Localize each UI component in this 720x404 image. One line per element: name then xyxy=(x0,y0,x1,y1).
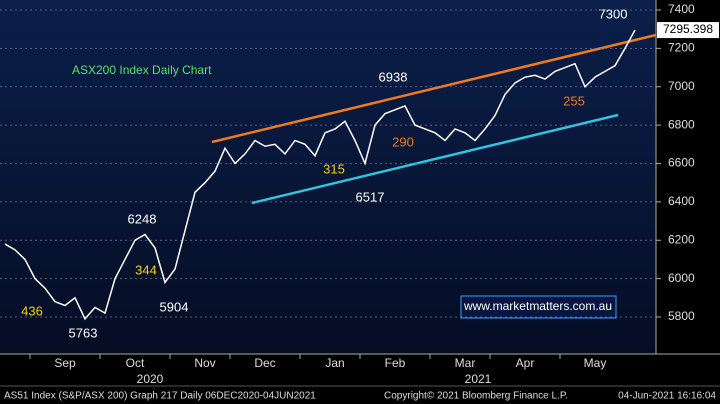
x-tick-label: Jan xyxy=(325,356,344,370)
annotation: 290 xyxy=(392,134,414,149)
y-axis-area xyxy=(656,0,720,354)
upper-trendline xyxy=(211,33,657,144)
x-tick-label: Feb xyxy=(385,356,406,370)
annotation: 255 xyxy=(563,93,585,108)
x-tick-label: Sep xyxy=(54,356,76,370)
y-tick-label: 6600 xyxy=(668,156,695,170)
annotation: 5904 xyxy=(160,299,189,314)
annotation: 6938 xyxy=(379,69,408,84)
y-tick-label: 6400 xyxy=(668,194,695,208)
watermark-box xyxy=(460,295,617,319)
footer-right: 04-Jun-2021 16:16:04 xyxy=(618,391,716,402)
y-tick-label: 6000 xyxy=(668,271,695,285)
y-tick-label: 6800 xyxy=(668,117,695,131)
watermark: www.marketmatters.com.au xyxy=(463,299,612,313)
last-price: 7295.398 xyxy=(663,22,713,36)
x-tick-label: Mar xyxy=(455,356,476,370)
year-label: 2021 xyxy=(465,372,492,386)
y-tick-label: 7200 xyxy=(668,41,695,55)
price-line xyxy=(4,29,636,321)
lower-trendline xyxy=(251,113,619,205)
annotation: 436 xyxy=(21,303,43,318)
plot-area xyxy=(0,0,656,354)
x-tick-label: Nov xyxy=(194,356,215,370)
y-tick-label: 7000 xyxy=(668,79,695,93)
y-tick-label: 5800 xyxy=(668,309,695,323)
footer-center: Copyright© 2021 Bloomberg Finance L.P. xyxy=(384,391,568,402)
x-tick-label: May xyxy=(584,356,607,370)
x-tick-label: Dec xyxy=(254,356,275,370)
x-tick-label: Apr xyxy=(516,356,535,370)
footer-left: AS51 Index (S&P/ASX 200) Graph 217 Daily… xyxy=(4,391,316,402)
annotation: 6517 xyxy=(356,189,385,204)
chart-title: ASX200 Index Daily Chart xyxy=(72,63,212,77)
annotation: 7300 xyxy=(599,6,628,21)
y-tick-label: 7400 xyxy=(668,2,695,16)
last-price-box xyxy=(657,22,719,39)
annotation: 5763 xyxy=(69,325,98,340)
y-tick-label: 6200 xyxy=(668,232,695,246)
x-tick-label: Oct xyxy=(126,356,145,370)
annotation: 6248 xyxy=(128,211,157,226)
annotation: 315 xyxy=(323,161,345,176)
annotation: 344 xyxy=(135,262,157,277)
year-label: 2020 xyxy=(137,372,164,386)
